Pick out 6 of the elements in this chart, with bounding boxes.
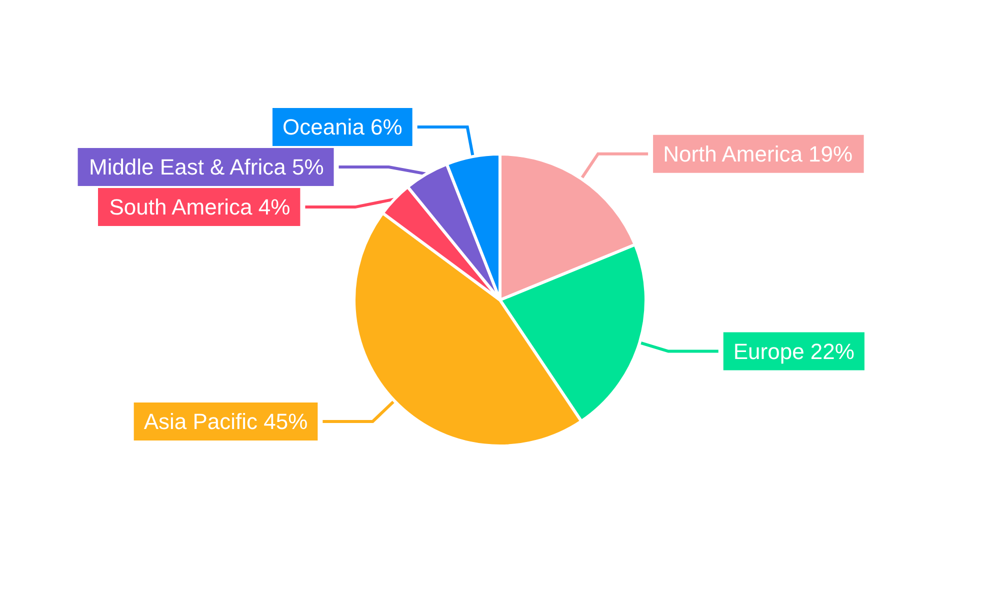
slice-label: South America 4% — [109, 194, 290, 220]
slice-label: Oceania 6% — [282, 114, 402, 140]
slice-label: Middle East & Africa 5% — [88, 154, 324, 180]
slice-label: Europe 22% — [733, 338, 854, 364]
slice-label: Asia Pacific 45% — [144, 409, 308, 434]
slice-label: North America 19% — [663, 141, 853, 166]
